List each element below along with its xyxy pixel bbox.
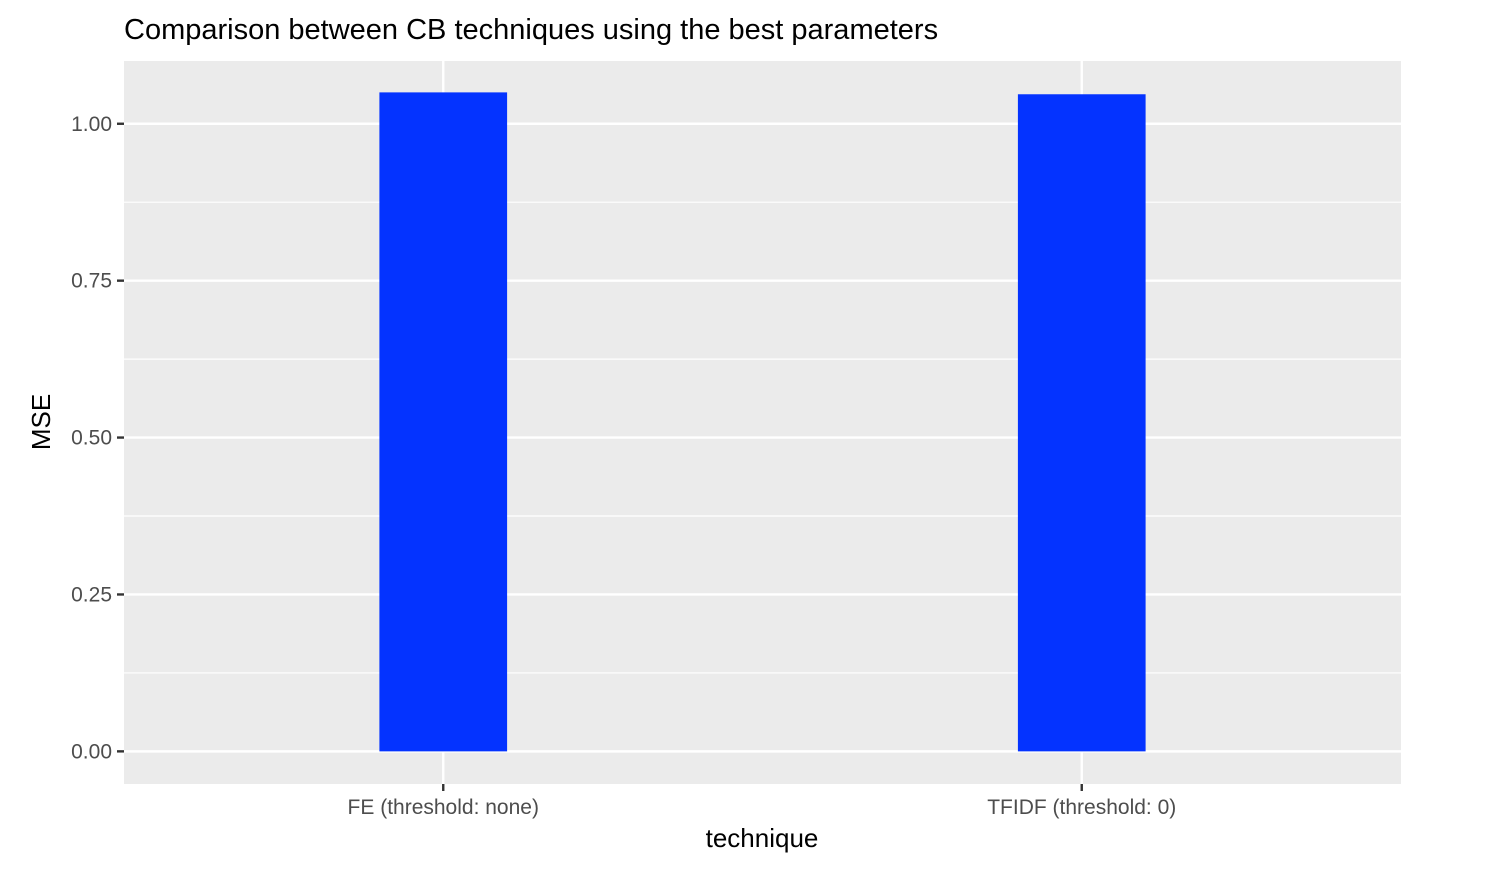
x-axis-title: technique [706, 823, 819, 853]
y-tick-label: 0.50 [71, 427, 112, 450]
plot-panel [124, 61, 1401, 784]
y-axis-title: MSE [26, 394, 56, 450]
x-tick-label: TFIDF (threshold: 0) [987, 796, 1176, 819]
bars [379, 92, 1146, 752]
x-tick-label: FE (threshold: none) [348, 796, 539, 819]
x-axis: FE (threshold: none) TFIDF (threshold: 0) [348, 784, 1176, 819]
y-tick-label: 0.00 [71, 740, 112, 763]
bar [379, 92, 508, 752]
minor-gridlines [124, 201, 1401, 674]
y-tick-label: 0.75 [71, 270, 112, 293]
chart-title: Comparison between CB techniques using t… [124, 14, 938, 46]
y-axis: 0.00 0.25 0.50 0.75 1.00 [71, 113, 124, 763]
y-tick-label: 1.00 [71, 113, 112, 136]
y-tick-label: 0.25 [71, 583, 112, 606]
bar [1017, 94, 1146, 752]
